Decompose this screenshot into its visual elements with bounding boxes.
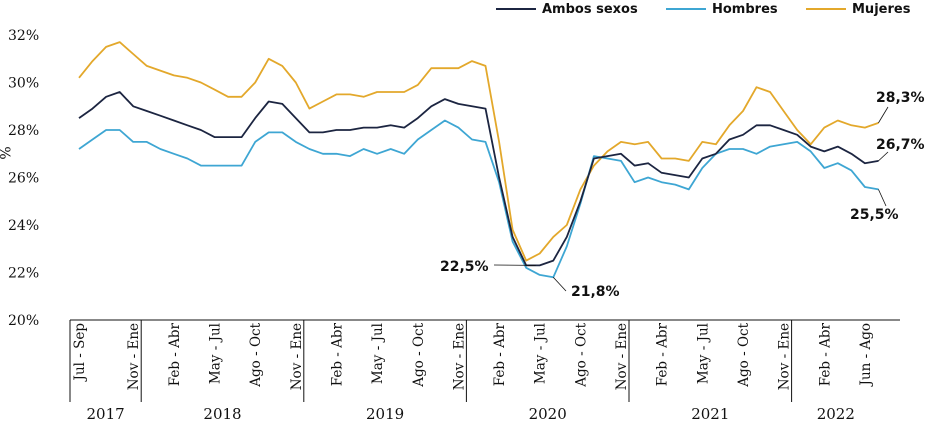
y-tick-label: 32% [8,28,39,44]
y-tick-label: 20% [8,313,39,329]
series-line-ambos-sexos [78,91,879,267]
x-tick-label: Nov - Ene [777,323,793,390]
x-tick-label: Ago - Oct [248,322,264,387]
end-label-hombres: 25,5% [850,207,899,223]
legend-item-hombres: Hombres [666,0,778,18]
y-tick-label: 26% [8,171,39,187]
year-label: 2021 [691,405,729,423]
year-label: 2020 [529,405,567,423]
legend-item-mujeres: Mujeres [806,0,910,18]
end-label-leader [878,189,887,207]
x-tick-label: Nov - Ene [614,323,630,390]
legend-label-ambos-sexos: Ambos sexos [542,1,638,17]
x-tick-label: Nov - Ene [451,323,467,390]
annotation-leader [552,276,567,292]
x-tick-label: May - Jul [370,323,386,384]
x-tick-label: May - Jul [533,323,549,384]
x-tick-label: Ago - Oct [736,322,752,387]
x-tick-label: Ago - Oct [573,322,589,387]
year-label: 2017 [87,405,125,423]
annotation-min-ambos-sexos: 22,5% [440,259,489,275]
year-label: 2022 [817,405,855,423]
legend-label-mujeres: Mujeres [852,1,911,17]
x-tick-label: Nov - Ene [289,323,305,390]
year-label: 2018 [203,405,241,423]
y-axis-label: % [0,146,15,160]
x-tick-label: Feb - Abr [817,322,833,386]
y-tick-label: 28% [8,123,39,139]
x-tick-label: Feb - Abr [167,322,183,386]
x-tick-label: Jun - Ago [858,323,874,387]
series-line-hombres [78,119,879,279]
y-tick-label: 24% [8,218,39,234]
x-tick-label: Feb - Abr [492,322,508,386]
legend-item-ambos-sexos: Ambos sexos [496,0,638,18]
y-tick-label: 30% [8,76,39,92]
annotation-min-hombres: 21,8% [571,284,620,300]
x-tick-label: Ago - Oct [411,322,427,387]
x-tick-label: May - Jul [695,323,711,384]
end-label-ambos-sexos: 26,7% [876,137,925,153]
x-tick-label: Feb - Abr [329,322,345,386]
end-label-mujeres: 28,3% [876,90,925,106]
x-tick-label: Jul - Sep [72,323,88,382]
x-tick-label: Feb - Abr [655,322,671,386]
legend-swatch-mujeres [806,8,846,10]
year-label: 2019 [366,405,404,423]
series-line-mujeres [78,41,879,262]
x-tick-label: Nov - Ene [126,323,142,390]
x-tick-label: May - Jul [208,323,224,384]
legend-swatch-ambos-sexos [496,8,536,10]
end-label-leader [878,151,889,162]
legend-swatch-hombres [666,8,706,10]
end-label-leader [878,106,889,124]
y-tick-label: 22% [8,266,39,282]
legend-label-hombres: Hombres [712,1,778,17]
